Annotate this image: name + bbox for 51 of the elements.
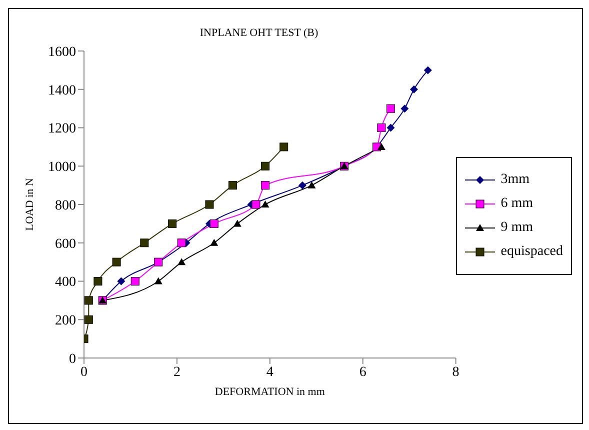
- point: [252, 200, 260, 209]
- point: [298, 181, 306, 190]
- point: [177, 238, 186, 248]
- y-tick-label: 1400: [48, 83, 76, 98]
- point: [112, 258, 121, 266]
- point: [210, 238, 218, 246]
- point: [117, 277, 126, 286]
- point: [261, 162, 270, 170]
- legend-label: 3mm: [500, 172, 530, 188]
- point: [377, 142, 386, 150]
- y-tick-label: 400: [55, 275, 76, 290]
- legend-label: equispaced: [500, 244, 563, 260]
- point: [261, 200, 270, 208]
- point: [400, 104, 409, 113]
- x-tick-label: 2: [173, 364, 180, 380]
- point: [140, 238, 149, 248]
- point: [280, 142, 288, 152]
- y-tick-label: 1000: [48, 160, 76, 176]
- point: [308, 181, 316, 188]
- point: [210, 219, 218, 228]
- x-tick-label: 8: [452, 364, 460, 380]
- point: [205, 200, 214, 209]
- y-tick-label: 800: [55, 198, 76, 214]
- point: [261, 181, 270, 190]
- point: [168, 219, 177, 228]
- point: [94, 277, 102, 286]
- legend-label: 9 mm: [500, 220, 534, 236]
- legend-label: 6 mm: [500, 196, 534, 212]
- point: [386, 124, 395, 132]
- y-axis-title: LOAD in N: [24, 178, 36, 231]
- point: [84, 315, 93, 324]
- point: [410, 85, 418, 94]
- x-axis-title: DEFORMATION in mm: [214, 386, 326, 398]
- chart-title: INPLANE OHT TEST (B): [198, 27, 320, 39]
- y-tick-label: 1200: [48, 122, 76, 137]
- x-tick-label: 6: [359, 364, 366, 380]
- point: [233, 220, 242, 227]
- point: [154, 277, 162, 284]
- y-tick-label: 1600: [48, 44, 76, 60]
- y-tick-label: 200: [55, 314, 76, 329]
- point: [386, 104, 395, 113]
- point: [424, 66, 432, 74]
- x-tick-label: 0: [80, 364, 88, 380]
- point: [84, 296, 93, 305]
- y-tick-label: 0: [69, 352, 76, 367]
- y-tick-label: 600: [55, 236, 76, 252]
- point: [377, 124, 386, 132]
- point: [228, 181, 237, 190]
- point: [178, 258, 186, 266]
- point: [130, 277, 140, 286]
- x-tick-label: 4: [266, 364, 274, 380]
